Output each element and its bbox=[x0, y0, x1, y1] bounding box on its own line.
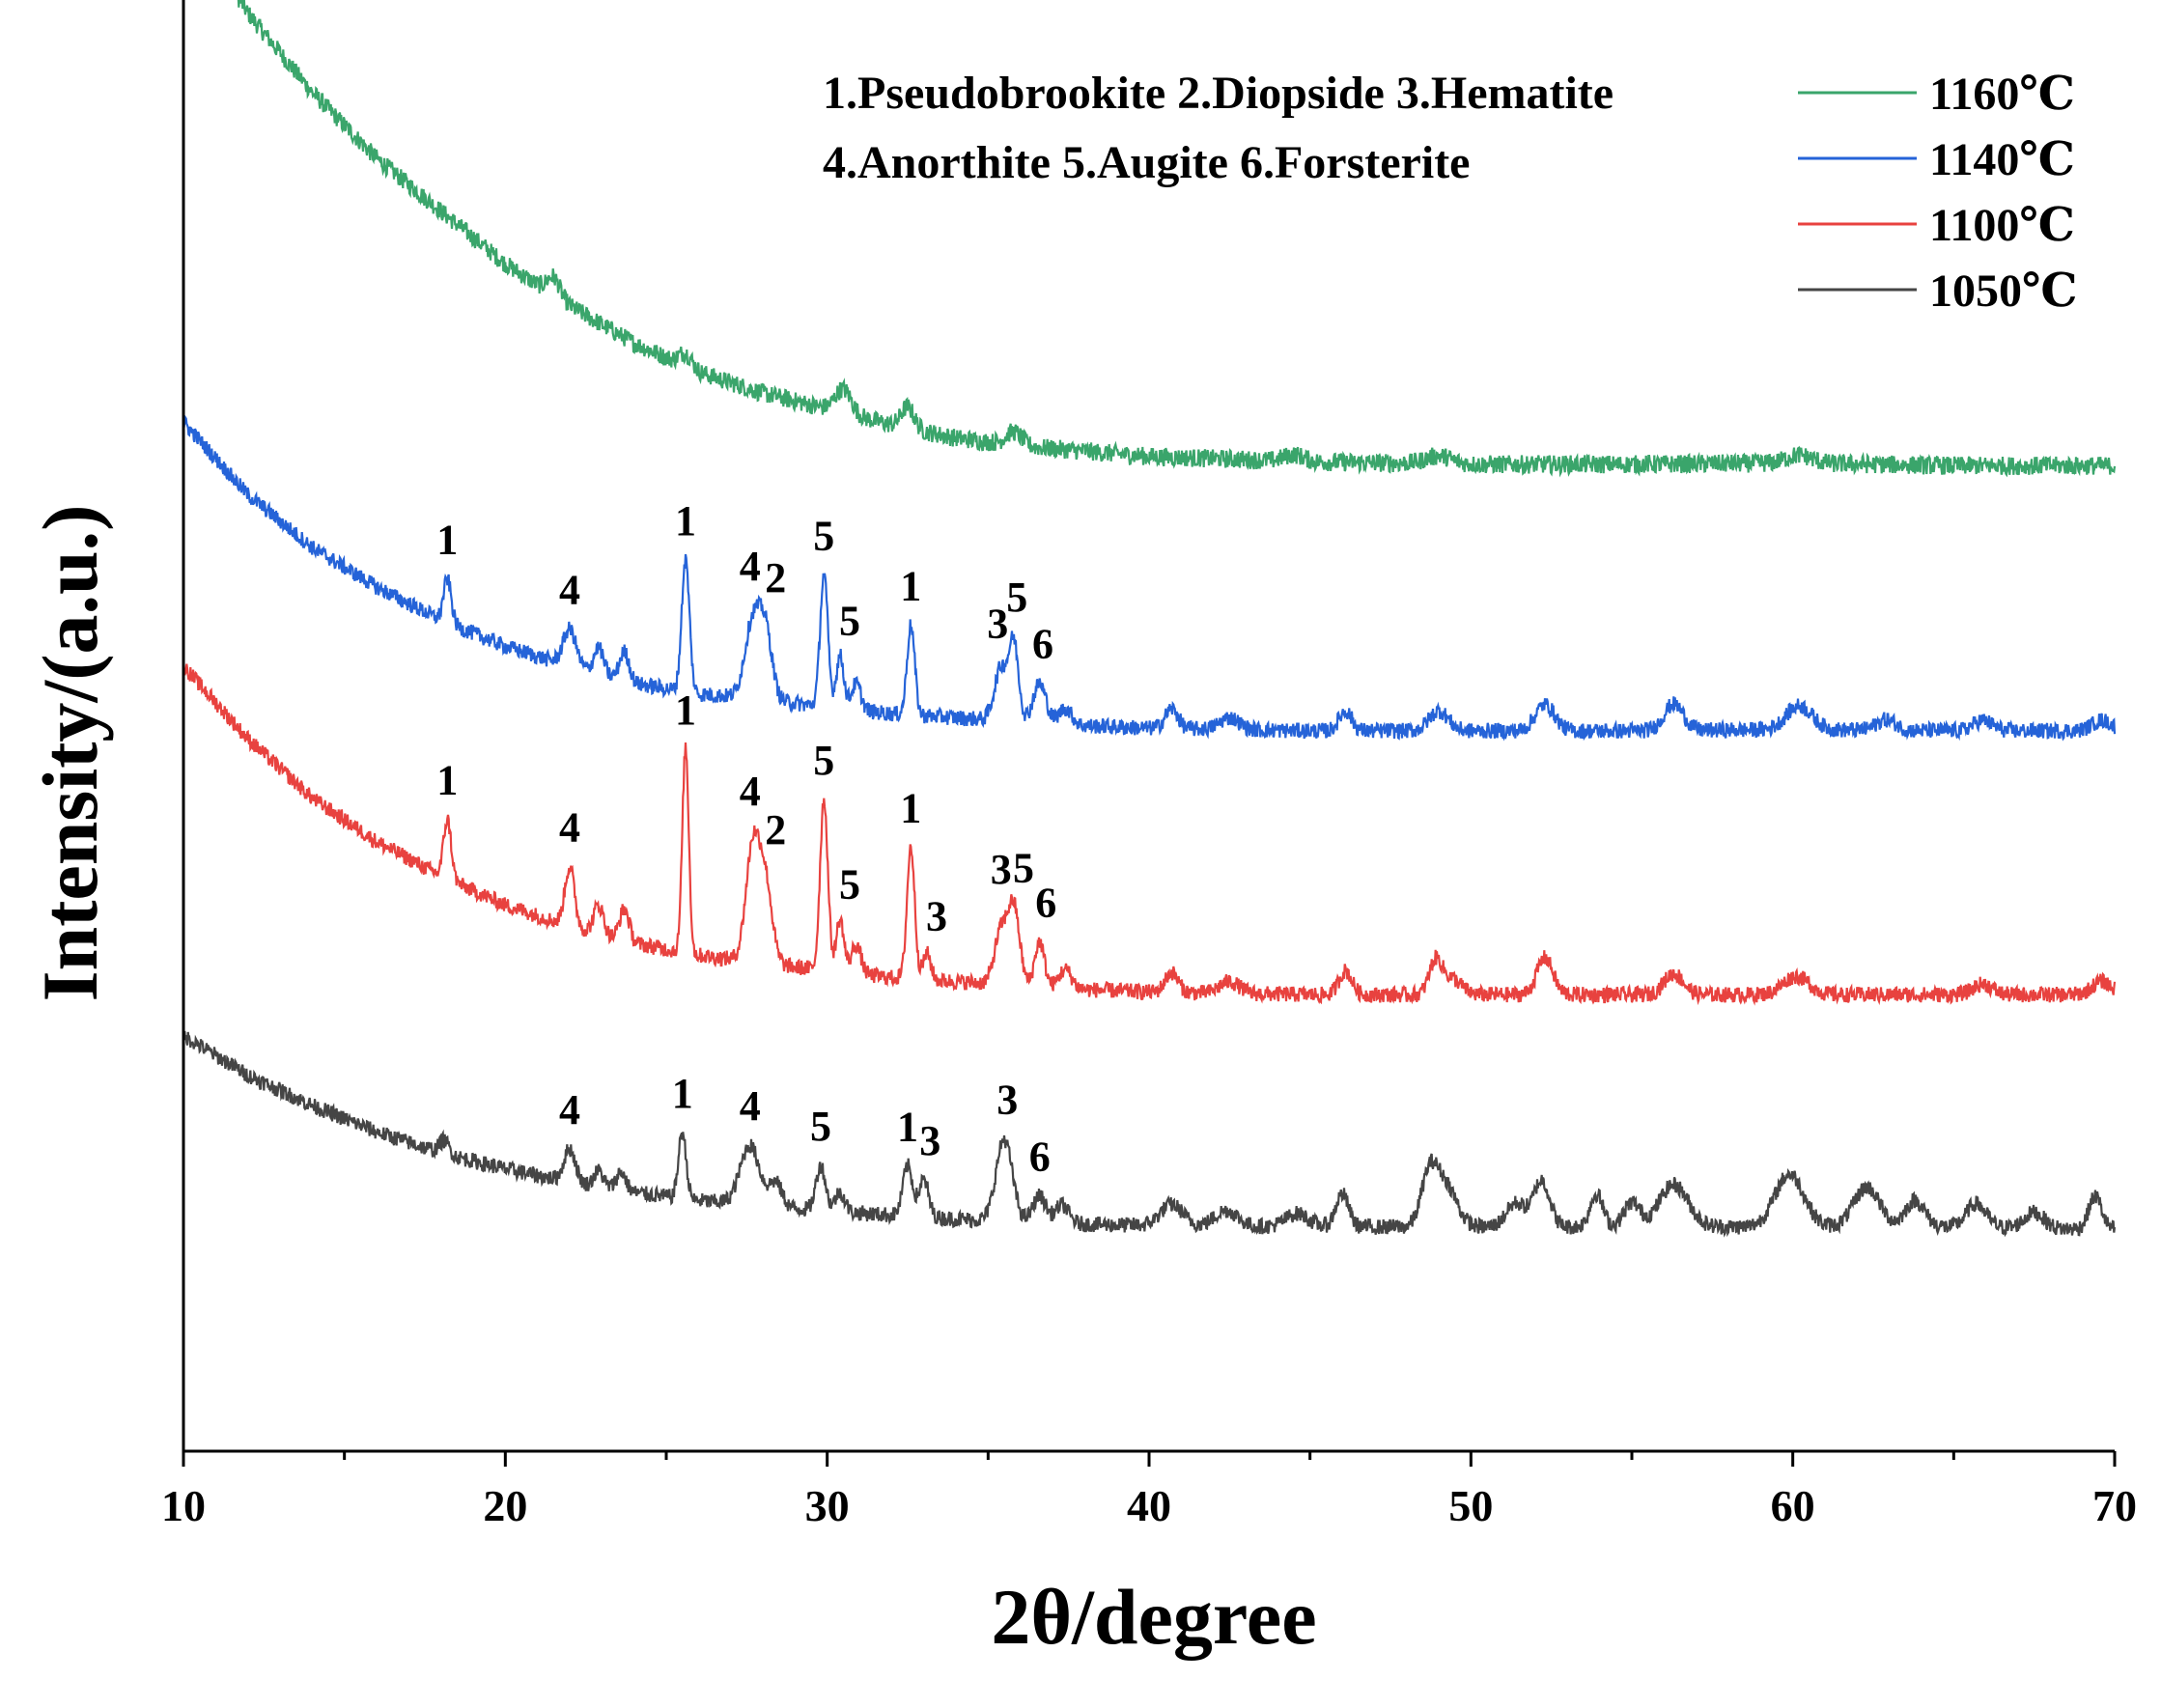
peak-label: 4 bbox=[740, 543, 761, 590]
series-line-4 bbox=[182, 1030, 2117, 1238]
peak-label: 4 bbox=[559, 567, 580, 614]
peak-label: 6 bbox=[1032, 621, 1053, 668]
peak-label: 1 bbox=[900, 563, 921, 610]
peak-label: 5 bbox=[1013, 845, 1034, 892]
peak-label: 5 bbox=[839, 861, 860, 909]
legend: 1160℃ 1140℃ 1100℃ 1050℃ bbox=[1798, 69, 2078, 317]
phase-key-line-1: 1.Pseudobrookite 2.Diopside 3.Hematite bbox=[823, 68, 1614, 119]
x-tick-label: 20 bbox=[483, 1481, 527, 1530]
x-tick-label: 60 bbox=[1771, 1481, 1815, 1530]
peak-label: 4 bbox=[740, 768, 761, 815]
x-tick-label: 30 bbox=[805, 1481, 850, 1530]
peak-label: 3 bbox=[987, 600, 1008, 647]
peak-label: 3 bbox=[991, 846, 1012, 893]
peak-label: 1 bbox=[900, 784, 921, 831]
legend-label-2: 1140℃ bbox=[1929, 134, 2075, 185]
x-axis-title: 2θ/degree bbox=[991, 1573, 1316, 1661]
peak-label: 1 bbox=[436, 517, 458, 564]
peak-label: 5 bbox=[810, 1103, 831, 1150]
legend-label-1: 1160℃ bbox=[1929, 69, 2075, 120]
peak-label: 3 bbox=[996, 1077, 1018, 1124]
y-axis-title: Intensity/(a.u.) bbox=[26, 505, 114, 1002]
x-tick-label: 70 bbox=[2092, 1481, 2137, 1530]
series-line-2 bbox=[182, 414, 2117, 742]
x-tick-label: 50 bbox=[1448, 1481, 1493, 1530]
peak-label: 1 bbox=[675, 497, 696, 545]
peak-label: 6 bbox=[1029, 1134, 1051, 1181]
legend-label-3: 1100℃ bbox=[1929, 200, 2075, 251]
peak-label: 5 bbox=[839, 597, 860, 644]
peak-label: 5 bbox=[1006, 574, 1027, 621]
peak-label: 6 bbox=[1035, 879, 1056, 926]
peak-label: 4 bbox=[740, 1082, 761, 1130]
peak-label: 1 bbox=[436, 757, 458, 804]
peak-label: 1 bbox=[672, 1070, 693, 1117]
axes: 10 20 30 40 50 60 70 bbox=[161, 0, 2137, 1530]
peak-label: 3 bbox=[919, 1117, 940, 1164]
x-tick-label: 40 bbox=[1127, 1481, 1171, 1530]
peak-label: 1 bbox=[897, 1103, 918, 1150]
peak-label: 2 bbox=[765, 554, 786, 602]
peak-label: 4 bbox=[559, 804, 580, 852]
peak-label: 5 bbox=[813, 737, 834, 784]
x-tick-label: 10 bbox=[161, 1481, 206, 1530]
series-line-1 bbox=[237, 0, 2117, 478]
peak-label: 3 bbox=[926, 893, 947, 940]
peak-label: 1 bbox=[675, 686, 696, 734]
peak-label: 2 bbox=[765, 806, 786, 854]
peak-label: 5 bbox=[813, 513, 834, 560]
legend-label-4: 1050℃ bbox=[1929, 266, 2078, 317]
peak-label: 4 bbox=[559, 1086, 580, 1134]
series-line-3 bbox=[182, 660, 2117, 1006]
phase-key-line-2: 4.Anorthite 5.Augite 6.Forsterite bbox=[823, 137, 1470, 188]
